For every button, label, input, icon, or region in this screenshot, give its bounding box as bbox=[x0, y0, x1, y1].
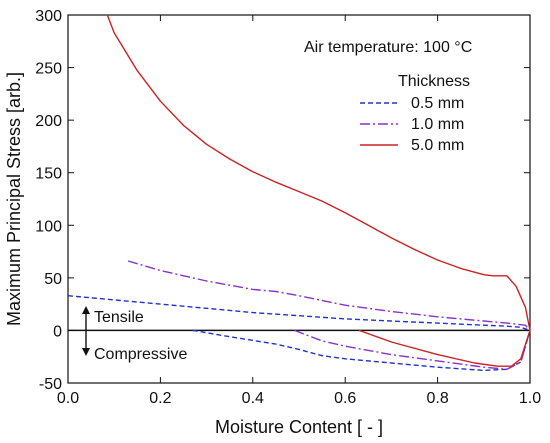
compressive-label: Compressive bbox=[94, 346, 187, 363]
tick-labels: 0.0 0.2 0.4 0.6 0.8 1.0 -50 0 50 100 150 200 250 300 bbox=[35, 8, 541, 407]
y-tick-label: 100 bbox=[35, 218, 62, 235]
legend-label-0-5mm: 0.5 mm bbox=[411, 95, 464, 112]
legend-label-5-0mm: 5.0 mm bbox=[411, 137, 464, 154]
series-line-1-0-mm-lower bbox=[294, 329, 531, 370]
x-tick-label: 0.2 bbox=[149, 390, 171, 407]
x-tick-label: 0.0 bbox=[57, 390, 79, 407]
x-tick-label: 0.8 bbox=[426, 390, 448, 407]
series-line-0-5-mm-upper bbox=[67, 295, 531, 332]
y-tick-label: 300 bbox=[35, 8, 62, 25]
condition-annotation: Air temperature: 100 °C bbox=[304, 39, 472, 56]
y-axis-title: Maximum Principal Stress [arb.] bbox=[4, 72, 24, 326]
legend-label-1-0mm: 1.0 mm bbox=[411, 116, 464, 133]
axis-ticks bbox=[67, 14, 531, 384]
series-layer bbox=[67, 14, 531, 372]
direction-arrow bbox=[82, 306, 90, 356]
series-line-1-0-mm-upper bbox=[127, 260, 531, 331]
x-tick-label: 0.6 bbox=[334, 390, 356, 407]
legend-title: Thickness bbox=[398, 73, 470, 90]
x-axis-title: Moisture Content [ - ] bbox=[215, 417, 383, 437]
y-tick-label: 250 bbox=[35, 61, 62, 78]
y-tick-label: -50 bbox=[39, 376, 62, 393]
arrow-up-head bbox=[82, 306, 90, 314]
x-tick-label: 0.4 bbox=[242, 390, 264, 407]
legend: Thickness 0.5 mm 1.0 mm 5.0 mm bbox=[360, 73, 470, 154]
plot-area bbox=[67, 14, 531, 384]
tensile-label: Tensile bbox=[94, 309, 144, 326]
y-tick-label: 150 bbox=[35, 166, 62, 183]
series-line-5-0-mm-lower bbox=[358, 329, 531, 367]
series-line-5-0-mm-upper bbox=[106, 14, 531, 331]
y-tick-label: 200 bbox=[35, 113, 62, 130]
y-tick-label: 0 bbox=[53, 323, 62, 340]
x-tick-label: 1.0 bbox=[519, 390, 541, 407]
y-tick-label: 50 bbox=[44, 271, 62, 288]
arrow-down-head bbox=[82, 348, 90, 356]
